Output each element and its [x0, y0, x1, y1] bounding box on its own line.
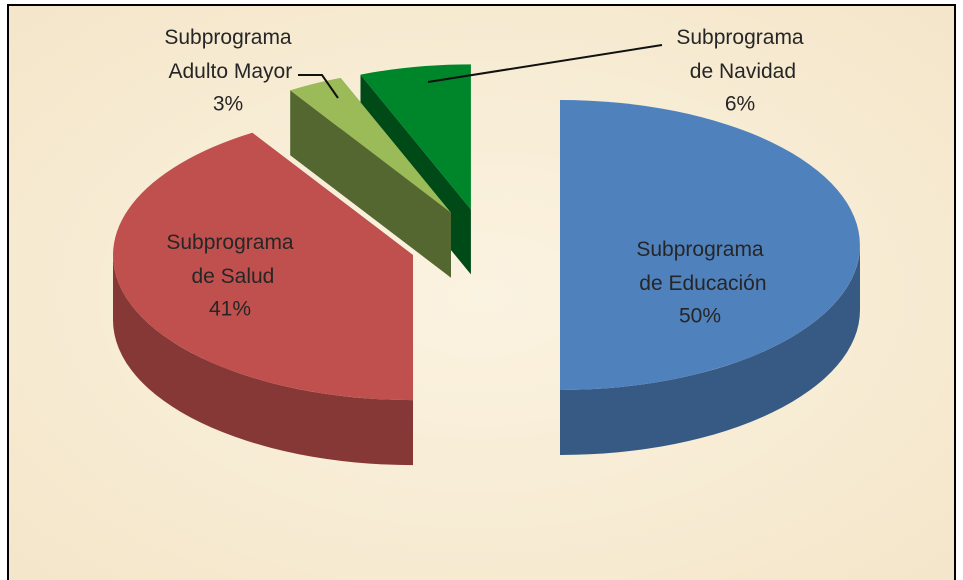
leader-line [298, 74, 339, 99]
slice-label: Subprograma de Salud [166, 231, 294, 288]
leader-line [427, 44, 663, 83]
pie-slice [113, 132, 413, 401]
slice-value-label: 50% [679, 305, 721, 328]
pie-slice [360, 64, 471, 210]
pie-slice [560, 100, 860, 390]
slice-wall [560, 245, 860, 455]
slice-side-face [290, 90, 451, 278]
slice-value-label: 41% [209, 298, 251, 321]
slice-label: Subprograma de Educación [633, 238, 766, 295]
slice-value-label: 3% [213, 93, 243, 116]
slice-value-label: 6% [725, 93, 755, 116]
slice-label: Subprograma Adulto Mayor [164, 26, 292, 83]
slice-label: Subprograma de Navidad [676, 26, 804, 83]
slice-wall [113, 255, 413, 466]
pie-slice [290, 77, 451, 213]
